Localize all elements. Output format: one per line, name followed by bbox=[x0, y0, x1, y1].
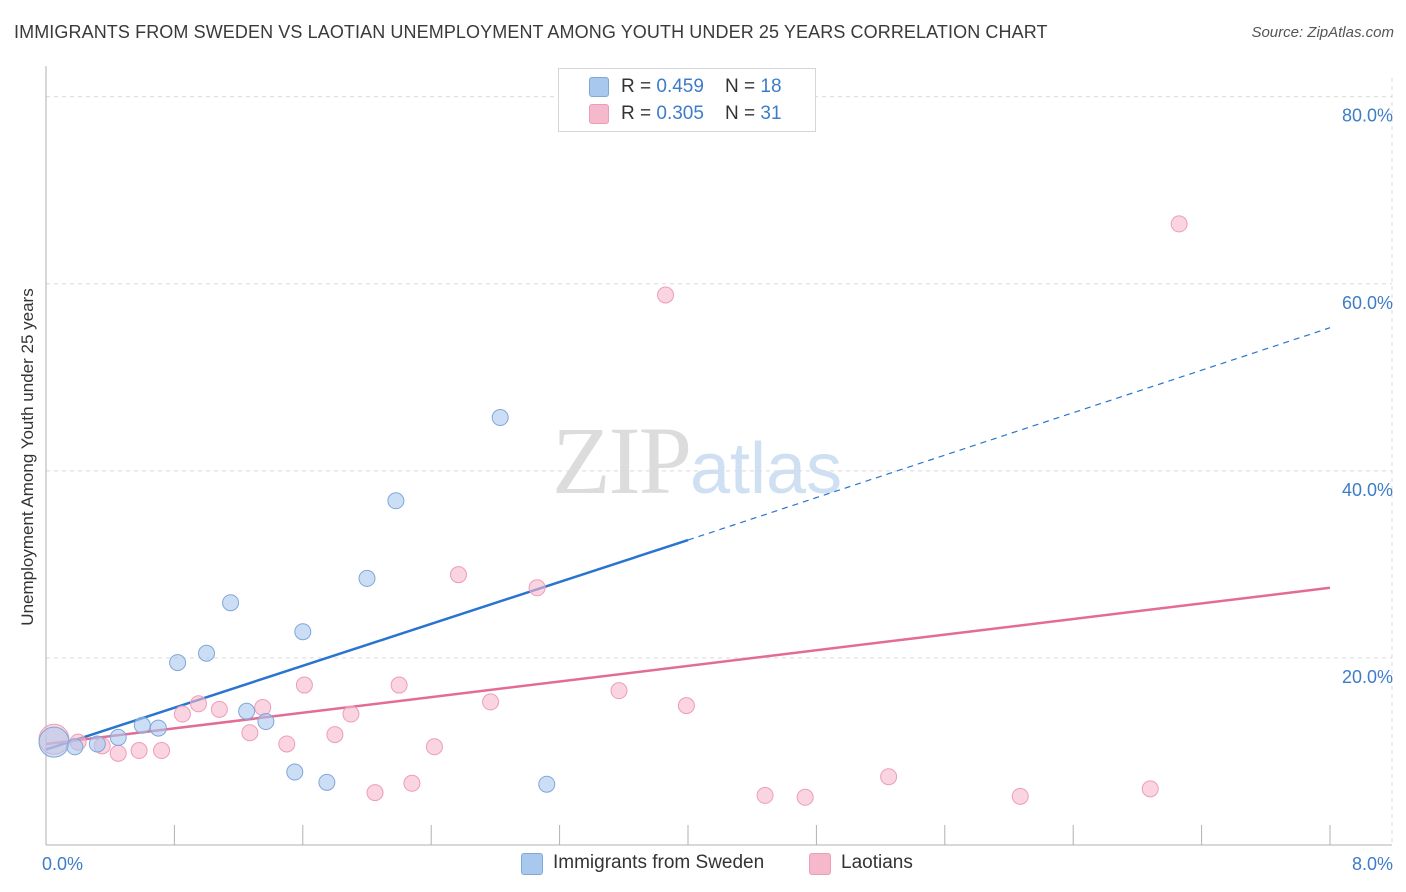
point-laotians bbox=[342, 705, 360, 723]
point-sweden bbox=[109, 728, 127, 746]
point-laotians bbox=[482, 693, 500, 711]
point-laotians bbox=[295, 676, 313, 694]
point-laotians bbox=[1141, 780, 1159, 798]
point-laotians bbox=[425, 738, 443, 756]
point-laotians bbox=[390, 676, 408, 694]
point-laotians bbox=[610, 682, 628, 700]
point-laotians bbox=[756, 786, 774, 804]
point-sweden bbox=[318, 773, 336, 791]
point-laotians bbox=[241, 724, 259, 742]
trend-line-sweden-extended bbox=[687, 327, 1331, 541]
point-laotians bbox=[210, 700, 228, 718]
y-tick-label: 60.0% bbox=[1342, 293, 1393, 313]
point-sweden bbox=[66, 738, 84, 756]
correlation-legend: R = 0.459 N = 18 R = 0.305 N = 31 bbox=[558, 68, 816, 132]
point-sweden bbox=[198, 644, 215, 662]
point-laotians bbox=[1170, 215, 1188, 233]
y-axis-title: Unemployment Among Youth under 25 years bbox=[18, 288, 37, 625]
watermark: ZIPatlas bbox=[552, 405, 842, 516]
bottom-legend-swatch-sweden bbox=[521, 853, 543, 875]
y-tick-label: 40.0% bbox=[1342, 480, 1393, 500]
point-sweden bbox=[538, 775, 556, 793]
point-sweden bbox=[286, 763, 304, 781]
axes bbox=[45, 66, 1392, 846]
point-laotians bbox=[403, 774, 421, 792]
legend-n-value: 18 bbox=[760, 76, 782, 97]
point-sweden bbox=[169, 654, 187, 672]
watermark-atlas: atlas bbox=[690, 429, 843, 509]
legend-r-value: 0.305 bbox=[656, 103, 704, 124]
watermark-zip: ZIP bbox=[552, 407, 692, 514]
point-laotians bbox=[880, 768, 898, 786]
source-label: Source: ZipAtlas.com bbox=[1251, 24, 1394, 41]
legend-n-label: N = bbox=[725, 103, 761, 124]
point-laotians bbox=[677, 697, 695, 715]
point-sweden bbox=[294, 623, 312, 641]
y-tick-label: 20.0% bbox=[1342, 667, 1393, 687]
data-points bbox=[38, 215, 1188, 806]
legend-n-value: 31 bbox=[760, 103, 782, 124]
point-laotians bbox=[278, 735, 296, 753]
chart-title: IMMIGRANTS FROM SWEDEN VS LAOTIAN UNEMPL… bbox=[14, 22, 1048, 42]
legend-swatch-laotians bbox=[589, 104, 609, 124]
point-laotians bbox=[528, 579, 546, 597]
point-laotians bbox=[1011, 787, 1029, 805]
point-sweden bbox=[238, 702, 256, 720]
legend-r-label: R = bbox=[621, 103, 657, 124]
bottom-legend-label-sweden: Immigrants from Sweden bbox=[553, 852, 765, 873]
bottom-legend-swatch-laotians bbox=[809, 853, 831, 875]
legend-swatch-sweden bbox=[589, 77, 609, 97]
point-laotians bbox=[153, 742, 171, 760]
point-laotians bbox=[109, 744, 127, 762]
point-laotians bbox=[796, 788, 814, 806]
trend-lines bbox=[45, 327, 1331, 751]
trend-line-sweden bbox=[45, 538, 689, 751]
point-sweden bbox=[222, 594, 240, 612]
trend-line-laotians bbox=[45, 586, 1331, 746]
axis-labels: 20.0% 40.0% 60.0% 80.0% 0.0% 8.0% Unemployment… bbox=[18, 106, 1393, 874]
y-tick-label: 80.0% bbox=[1342, 106, 1393, 126]
point-sweden bbox=[491, 409, 509, 427]
point-sweden bbox=[88, 735, 106, 753]
legend-r-label: R = bbox=[621, 76, 657, 97]
point-laotians bbox=[189, 695, 207, 713]
point-sweden bbox=[387, 492, 405, 510]
point-laotians bbox=[130, 742, 148, 760]
bottom-legend-label-laotians: Laotians bbox=[841, 852, 913, 873]
legend-r-value: 0.459 bbox=[656, 76, 704, 97]
point-laotians bbox=[657, 286, 675, 304]
x-tick-label: 0.0% bbox=[42, 854, 83, 874]
point-laotians bbox=[254, 699, 272, 717]
legend-n-label: N = bbox=[725, 76, 761, 97]
point-laotians bbox=[366, 784, 384, 802]
point-sweden bbox=[133, 716, 151, 734]
point-sweden bbox=[257, 713, 275, 731]
point-sweden bbox=[38, 726, 70, 758]
point-sweden bbox=[358, 569, 376, 587]
point-laotians bbox=[173, 705, 191, 723]
point-laotians bbox=[449, 566, 467, 584]
point-sweden bbox=[149, 719, 167, 737]
x-tick-label: 8.0% bbox=[1352, 854, 1393, 874]
point-laotians bbox=[326, 726, 344, 744]
